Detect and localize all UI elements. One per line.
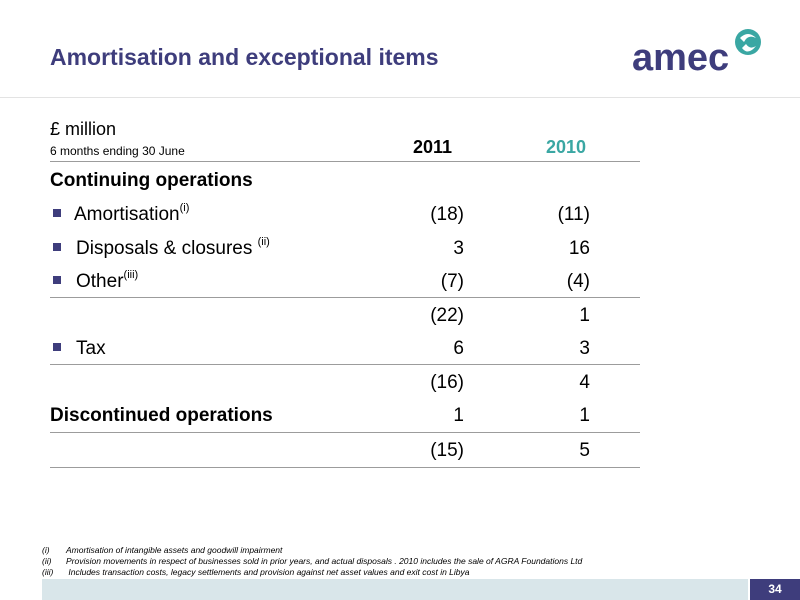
logo-text: amec	[632, 37, 729, 78]
page-number: 34	[750, 579, 800, 600]
section-label: Discontinued operations	[50, 405, 273, 426]
subtotal-row: (16) 4	[50, 364, 640, 399]
bullet-icon	[53, 343, 61, 351]
bullet-icon	[53, 209, 61, 217]
bullet-icon	[53, 243, 61, 251]
header-divider	[50, 161, 640, 162]
value-2010: 3	[579, 338, 590, 359]
amec-logo: amec	[630, 28, 764, 78]
value-2011: (15)	[430, 440, 464, 461]
table-row: Discontinued operations 1 1	[50, 398, 640, 432]
value-2010: 16	[568, 238, 590, 259]
value-2011: 3	[453, 238, 464, 259]
footer-bar	[42, 579, 748, 600]
column-header-2010: 2010	[546, 137, 587, 157]
column-header-2011: 2011	[413, 137, 453, 157]
value-2010: 4	[579, 372, 590, 393]
total-row: (15) 5	[50, 432, 640, 468]
period-label: 6 months ending 30 June	[50, 144, 185, 158]
table-row: Amortisation(i) (18) (11)	[50, 197, 640, 231]
value-2011: (22)	[430, 305, 464, 326]
table-row: Other(iii) (7) (4)	[50, 264, 640, 298]
slide-header: Amortisation and exceptional items amec	[0, 0, 800, 98]
value-2010: 1	[579, 305, 590, 326]
value-2011: 6	[453, 338, 464, 359]
value-2010: 5	[579, 440, 590, 461]
units-label: £ million	[50, 119, 117, 139]
slide-title: Amortisation and exceptional items	[50, 44, 439, 70]
value-2010: 1	[579, 405, 590, 426]
value-2011: (7)	[440, 271, 464, 292]
footnote: (ii) Provision movements in respect of bu…	[42, 556, 583, 566]
footnote: (iii) Includes transaction costs, legacy…	[42, 567, 470, 577]
value-2011: (16)	[430, 372, 464, 393]
subtotal-row: (22) 1	[50, 297, 640, 332]
value-2011: 1	[453, 405, 464, 426]
row-label: Tax	[76, 338, 106, 359]
row-label: Disposals & closures (ii)	[76, 236, 270, 259]
value-2010: (4)	[566, 271, 590, 292]
row-label: Other(iii)	[76, 269, 139, 292]
value-2011: (18)	[430, 204, 464, 225]
footnote: (i) Amortisation of intangible assets and…	[42, 545, 283, 555]
value-2010: (11)	[557, 204, 590, 225]
section-label: Continuing operations	[50, 170, 253, 191]
bullet-icon	[53, 276, 61, 284]
row-label: Amortisation(i)	[74, 202, 190, 225]
table-row: Tax 6 3	[50, 331, 640, 365]
table-row: Continuing operations	[50, 163, 640, 197]
table-row: Disposals & closures (ii) 3 16	[50, 231, 640, 265]
footnotes: (i) Amortisation of intangible assets and…	[42, 545, 582, 578]
